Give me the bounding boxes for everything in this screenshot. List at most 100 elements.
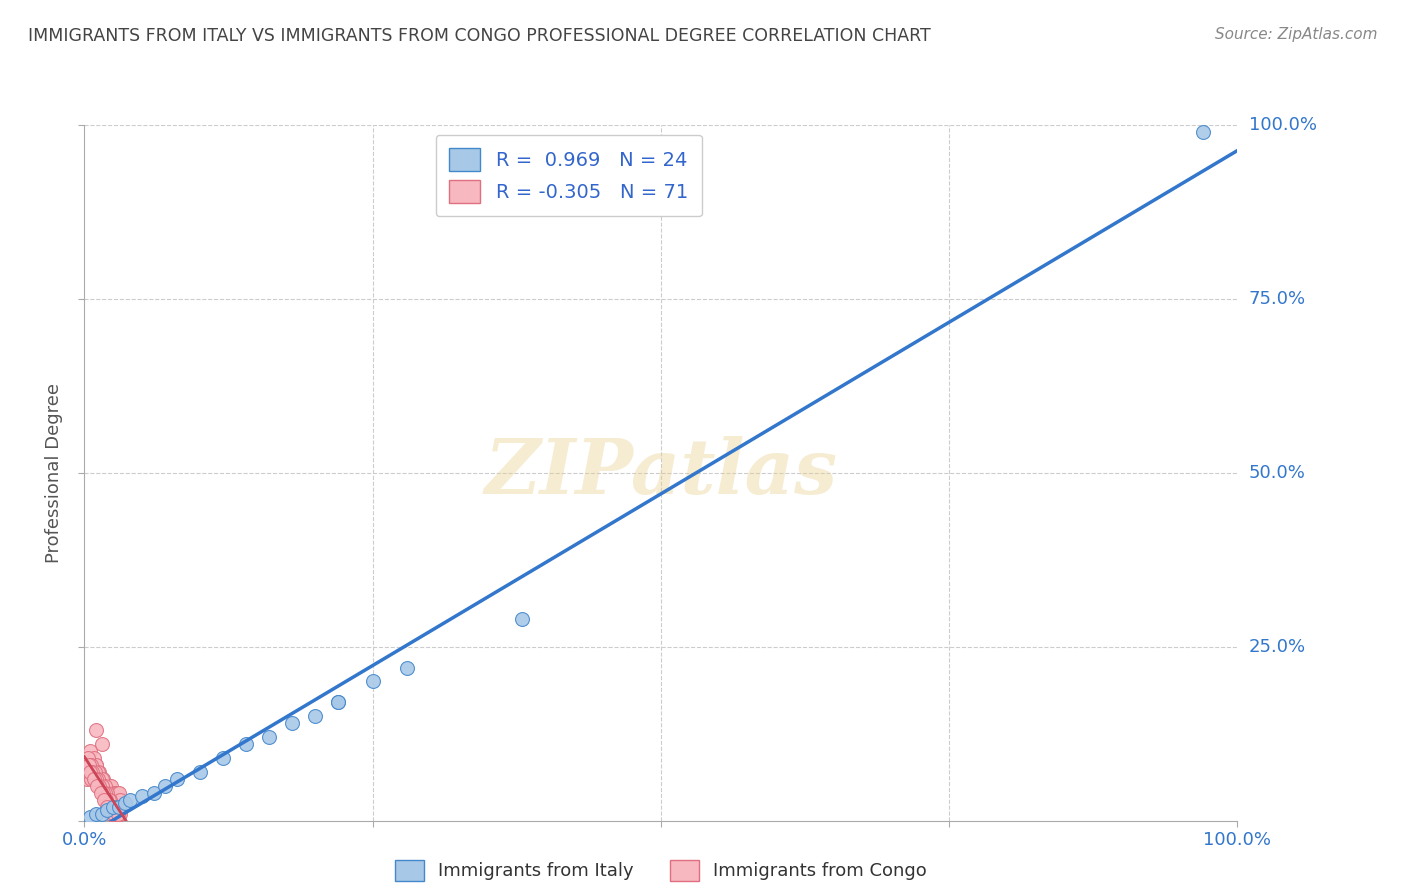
Point: [103, 799, 124, 814]
Point: [101, 786, 124, 800]
Point: [96, 786, 118, 800]
Point: [89, 786, 111, 800]
Point: [103, 786, 125, 800]
Point: [79, 764, 101, 779]
Point: [93, 793, 115, 807]
Point: [107, 793, 129, 807]
Point: [79, 744, 101, 758]
Point: [84, 723, 107, 738]
Point: [80, 758, 103, 772]
Point: [83, 764, 105, 779]
Point: [83, 751, 105, 765]
Point: [105, 786, 128, 800]
Point: [326, 695, 349, 709]
Point: [91, 786, 114, 800]
Point: [84, 758, 107, 772]
Point: [82, 764, 104, 779]
Point: [108, 806, 131, 821]
Text: 100.0%: 100.0%: [1249, 116, 1317, 134]
Point: [83, 772, 105, 786]
Text: 75.0%: 75.0%: [1249, 290, 1306, 308]
Point: [103, 806, 124, 821]
Text: IMMIGRANTS FROM ITALY VS IMMIGRANTS FROM CONGO PROFESSIONAL DEGREE CORRELATION C: IMMIGRANTS FROM ITALY VS IMMIGRANTS FROM…: [28, 27, 931, 45]
Text: 25.0%: 25.0%: [1249, 638, 1306, 656]
Point: [100, 779, 122, 793]
Point: [76, 751, 98, 765]
Y-axis label: Professional Degree: Professional Degree: [45, 383, 63, 563]
Point: [103, 799, 124, 814]
Point: [211, 751, 233, 765]
Point: [83, 764, 105, 779]
Point: [281, 716, 304, 731]
Point: [80, 772, 103, 786]
Point: [76, 764, 98, 779]
Point: [98, 793, 121, 807]
Point: [84, 772, 107, 786]
Point: [166, 772, 188, 786]
Point: [108, 793, 131, 807]
Point: [96, 799, 118, 814]
Point: [108, 786, 131, 800]
Point: [153, 779, 176, 793]
Point: [114, 796, 136, 810]
Point: [96, 803, 118, 817]
Text: Source: ZipAtlas.com: Source: ZipAtlas.com: [1215, 27, 1378, 42]
Point: [79, 810, 101, 824]
Point: [105, 806, 128, 821]
Point: [91, 772, 114, 786]
Point: [100, 806, 122, 821]
Point: [105, 806, 128, 821]
Point: [90, 772, 112, 786]
Point: [257, 730, 280, 744]
Point: [90, 779, 112, 793]
Point: [103, 793, 124, 807]
Point: [86, 764, 108, 779]
Point: [94, 786, 117, 800]
Point: [104, 793, 127, 807]
Point: [396, 660, 419, 674]
Text: ZIPatlas: ZIPatlas: [484, 436, 838, 509]
Point: [188, 764, 211, 779]
Point: [87, 772, 110, 786]
Point: [98, 799, 121, 814]
Point: [89, 764, 111, 779]
Point: [97, 793, 120, 807]
Point: [304, 709, 326, 723]
Point: [93, 779, 115, 793]
Point: [361, 674, 384, 689]
Point: [84, 806, 107, 821]
Point: [89, 772, 111, 786]
Point: [90, 779, 112, 793]
Point: [87, 772, 110, 786]
Point: [86, 779, 108, 793]
Text: 50.0%: 50.0%: [1249, 464, 1306, 482]
Point: [104, 806, 127, 821]
Point: [97, 779, 120, 793]
Point: [108, 806, 131, 821]
Point: [120, 793, 142, 807]
Point: [326, 695, 349, 709]
Point: [107, 806, 129, 821]
Point: [96, 779, 118, 793]
Point: [79, 764, 101, 779]
Point: [96, 786, 118, 800]
Point: [83, 772, 105, 786]
Point: [142, 786, 165, 800]
Point: [235, 737, 257, 751]
Point: [90, 806, 112, 821]
Point: [77, 758, 100, 772]
Point: [84, 758, 107, 772]
Point: [108, 799, 131, 814]
Point: [87, 764, 110, 779]
Point: [101, 799, 124, 814]
Point: [98, 786, 121, 800]
Point: [94, 786, 117, 800]
Point: [77, 758, 100, 772]
Point: [512, 612, 534, 626]
Point: [131, 789, 153, 804]
Point: [94, 779, 117, 793]
Point: [1191, 125, 1213, 139]
Point: [76, 772, 98, 786]
Point: [89, 779, 111, 793]
Legend: Immigrants from Italy, Immigrants from Congo: Immigrants from Italy, Immigrants from C…: [388, 853, 934, 888]
